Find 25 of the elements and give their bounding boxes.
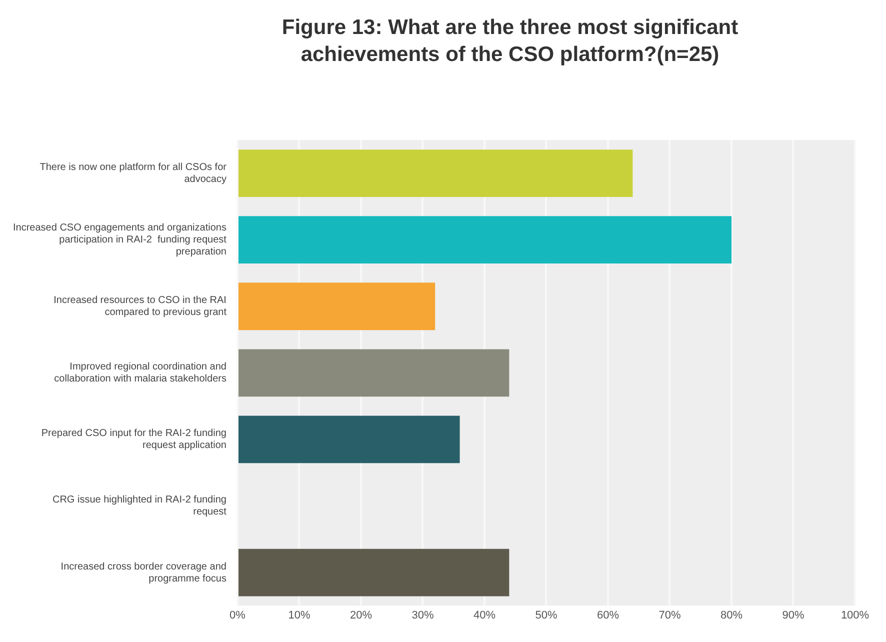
x-tick-label: 30% xyxy=(412,609,434,622)
y-tick-label: Prepared CSO input for the RAI-2 funding request application xyxy=(41,428,226,452)
x-tick-label: 90% xyxy=(782,609,804,622)
bar xyxy=(238,282,436,330)
y-tick-label: Increased CSO engagements and organizations participation in RAI-2 funding request preparation xyxy=(13,222,227,258)
x-tick-label: 20% xyxy=(350,609,372,622)
x-tick-label: 0% xyxy=(230,609,246,622)
x-tick-label: 40% xyxy=(473,609,496,622)
bar xyxy=(238,416,460,464)
bar xyxy=(238,548,510,596)
x-tick-label: 80% xyxy=(720,609,743,622)
y-tick-label: Increased cross border coverage and programme focus xyxy=(60,561,226,584)
x-tick-label: 50% xyxy=(535,609,558,622)
bar xyxy=(238,150,633,197)
bar xyxy=(238,349,510,397)
y-tick-label: Improved regional coordination and collaboration with malaria stakeholders xyxy=(54,362,226,385)
y-tick-label: There is now one platform for all CSOs for advocacy xyxy=(40,162,228,186)
y-tick-label: Increased resources to CSO in the RAI compared to previous grant xyxy=(54,295,227,318)
x-tick-label: 60% xyxy=(596,609,620,622)
x-tick-label: 10% xyxy=(288,609,310,622)
bar xyxy=(238,216,732,264)
chart-title: Figure 13: What are the three most significant achievements of the CSO platform?(n=25) xyxy=(280,15,740,68)
x-tick-label: 100% xyxy=(840,609,870,622)
x-tick-label: 70% xyxy=(658,609,681,622)
y-tick-label: CRG issue highlighted in RAI-2 funding request xyxy=(52,494,227,518)
